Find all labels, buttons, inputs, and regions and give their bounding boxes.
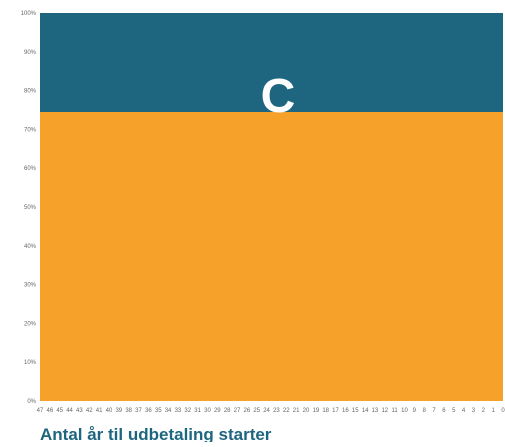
y-tick-label: 30%: [24, 283, 37, 289]
x-tick-label: 14: [362, 408, 369, 414]
x-tick-label: 28: [224, 408, 231, 414]
x-tick-label: 4: [462, 408, 466, 414]
x-tick-label: 0: [501, 408, 505, 414]
x-tick-label: 45: [56, 408, 63, 414]
x-tick-label: 3: [472, 408, 476, 414]
x-tick-label: 17: [332, 408, 339, 414]
x-tick-label: 5: [452, 408, 456, 414]
x-tick-label: 19: [312, 408, 319, 414]
x-tick-label: 16: [342, 408, 349, 414]
x-tick-label: 39: [115, 408, 122, 414]
x-axis-title: Antal år til udbetaling starter: [40, 425, 272, 442]
x-tick-label: 12: [381, 408, 388, 414]
y-tick-label: 100%: [21, 11, 37, 17]
x-tick-label: 9: [413, 408, 417, 414]
series-area-orange: [40, 111, 503, 401]
x-tick-label: 46: [47, 408, 54, 414]
y-tick-label: 70%: [24, 127, 37, 133]
x-tick-label: 37: [135, 408, 142, 414]
x-tick-label: 20: [303, 408, 310, 414]
y-tick-label: 10%: [24, 360, 37, 366]
x-tick-label: 2: [482, 408, 486, 414]
x-axis-ticks: 47 46 45 44 43 42 41 40 39 38 37 36 35 34 33 32 31 30 29 28…: [37, 408, 505, 414]
y-tick-label: 40%: [24, 244, 37, 250]
x-tick-label: 18: [322, 408, 329, 414]
y-tick-label: 80%: [24, 89, 37, 95]
y-tick-label: 20%: [24, 321, 37, 327]
y-tick-label: 60%: [24, 166, 37, 172]
x-tick-label: 43: [76, 408, 83, 414]
x-tick-label: 29: [214, 408, 221, 414]
x-tick-label: 15: [352, 408, 359, 414]
x-tick-label: 21: [293, 408, 300, 414]
x-tick-label: 36: [145, 408, 152, 414]
x-tick-label: 7: [432, 408, 436, 414]
x-tick-label: 38: [125, 408, 132, 414]
x-tick-label: 31: [194, 408, 201, 414]
y-tick-label: 50%: [24, 205, 37, 211]
x-tick-label: 30: [204, 408, 211, 414]
x-tick-label: 13: [372, 408, 379, 414]
x-tick-label: 23: [273, 408, 280, 414]
x-tick-label: 34: [165, 408, 172, 414]
x-tick-label: 42: [86, 408, 93, 414]
x-tick-label: 41: [96, 408, 103, 414]
x-tick-label: 33: [175, 408, 182, 414]
y-tick-label: 90%: [24, 50, 37, 56]
y-tick-label: 0%: [27, 399, 36, 405]
chart-areas: [40, 13, 503, 401]
x-tick-label: 26: [244, 408, 251, 414]
x-tick-label: 32: [184, 408, 191, 414]
x-tick-label: 47: [37, 408, 44, 414]
x-tick-label: 40: [106, 408, 113, 414]
x-tick-label: 1: [491, 408, 495, 414]
x-tick-label: 24: [263, 408, 270, 414]
x-tick-label: 10: [401, 408, 408, 414]
y-axis-ticks: 0% 10% 20% 30% 40% 50% 60% 70% 80% 90% 100%: [21, 11, 37, 405]
x-tick-label: 6: [442, 408, 446, 414]
x-tick-label: 27: [234, 408, 241, 414]
x-tick-label: 8: [423, 408, 427, 414]
x-tick-label: 35: [155, 408, 162, 414]
x-tick-label: 25: [253, 408, 260, 414]
panel-label: C: [261, 70, 296, 123]
x-tick-label: 11: [392, 408, 399, 414]
x-tick-label: 22: [283, 408, 290, 414]
x-tick-label: 44: [66, 408, 73, 414]
